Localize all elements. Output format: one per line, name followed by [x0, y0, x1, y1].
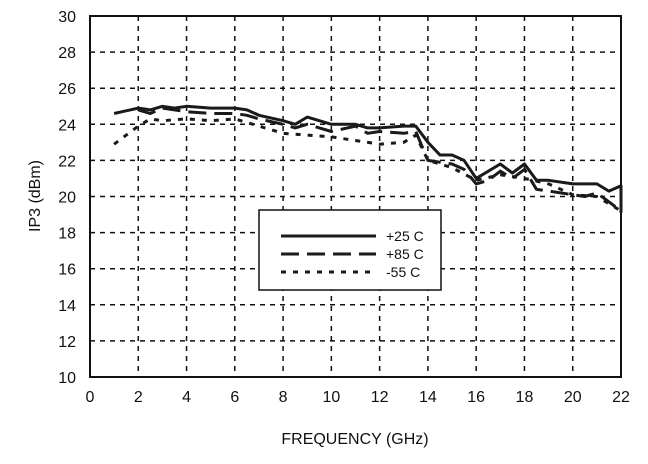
y-tick-label: 30 [58, 9, 76, 26]
y-tick-label: 22 [58, 153, 76, 170]
x-tick-label: 10 [322, 389, 340, 406]
y-tick-label: 12 [58, 334, 76, 351]
series-line-solid [113, 104, 623, 213]
y-tick-label: 16 [58, 262, 76, 279]
x-tick-label: 14 [419, 389, 437, 406]
x-axis-label: FREQUENCY (GHz) [281, 431, 428, 448]
y-tick-label: 14 [58, 298, 76, 315]
legend-label: -55 C [386, 264, 420, 280]
x-tick-label: 18 [516, 389, 534, 406]
legend-box [258, 209, 442, 291]
x-tick-label: 22 [612, 389, 630, 406]
x-tick-label: 8 [279, 389, 288, 406]
x-tick-label: 16 [467, 389, 485, 406]
legend-label: +85 C [386, 246, 424, 262]
x-tick-label: 0 [86, 389, 95, 406]
legend: +25 C +85 C -55 C [258, 209, 442, 291]
series-line-dotted [113, 117, 622, 213]
y-tick-label: 28 [58, 45, 76, 62]
series-lines [113, 104, 623, 213]
y-axis-label: IP3 (dBm) [27, 160, 44, 232]
legend-label: +25 C [386, 228, 424, 244]
x-tick-label: 6 [230, 389, 239, 406]
x-tick-label: 2 [134, 389, 143, 406]
y-tick-label: 26 [58, 81, 76, 98]
x-tick-label: 12 [371, 389, 389, 406]
y-tick-label: 10 [58, 370, 76, 387]
axis-ticks: 0 2 4 6 8 10 12 14 16 18 20 22101214161820222426283… [58, 9, 630, 406]
grid [90, 16, 621, 377]
x-tick-label: 20 [564, 389, 582, 406]
x-tick-label: 4 [182, 389, 191, 406]
y-tick-label: 24 [58, 117, 76, 134]
y-tick-label: 20 [58, 190, 76, 207]
y-tick-label: 18 [58, 226, 76, 243]
series-line-dashed [137, 106, 622, 213]
